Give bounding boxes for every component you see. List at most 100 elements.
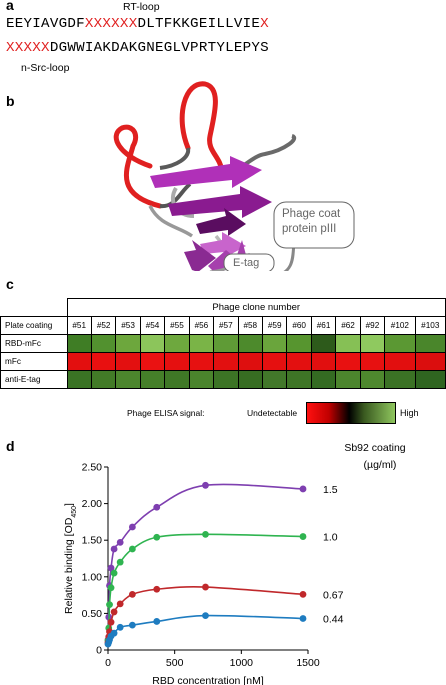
signal-cell [261,370,288,389]
signal-cell [310,370,337,389]
signal-cell [115,370,141,389]
data-point [107,584,115,592]
signal-cell [384,370,416,389]
signal-cell [384,352,416,371]
signal-cell [115,352,141,371]
clone-header: #58 [237,316,264,335]
legend-high-label: High [400,408,419,418]
signal-cell [66,370,92,389]
clone-header: #60 [286,316,312,335]
table-title: Phage clone number [66,298,446,317]
clone-header: #103 [414,316,446,335]
signal-cell [164,370,190,389]
clone-header: #102 [384,316,416,335]
legend-title: Sb92 coating [344,442,405,454]
signal-cell [188,334,215,353]
signal-cell [286,334,312,353]
clone-header: #59 [261,316,288,335]
signal-cell [139,334,166,353]
signal-cell [139,352,166,371]
series-label: 1.0 [323,532,338,544]
signal-cell [237,352,264,371]
y-tick-label: 0.50 [82,608,103,620]
y-tick-label: 2.50 [82,462,103,474]
data-point [153,618,161,625]
y-axis-label: Relative binding [OD450] [63,503,78,614]
signal-cell [286,370,312,389]
signal-cell [359,352,386,371]
data-point [128,621,136,629]
clone-header: #92 [359,316,386,335]
legend-label: Phage ELISA signal: [127,408,205,418]
signal-cell [188,370,215,389]
clone-header: #54 [139,316,166,335]
data-point [116,558,124,566]
clone-header: #61 [310,316,337,335]
signal-cell [261,352,288,371]
data-point [116,623,124,631]
beta-strand-3 [196,208,246,236]
signal-cell [237,334,264,353]
y-tick-label: 2.00 [82,498,103,510]
data-point [128,590,136,598]
data-point [202,612,209,619]
signal-cell [335,352,361,371]
row-label: mFc [0,352,68,371]
clone-header: #62 [335,316,361,335]
elisa-table: Phage clone number Plate coating #51 #52 #… [0,298,446,389]
x-axis-label: RBD concentration [nM] [152,675,264,685]
data-point [106,601,113,609]
e-tag-label: E-tag [233,257,260,269]
signal-cell [261,334,288,353]
signal-cell [164,352,190,371]
signal-cell [188,352,215,371]
table-row: anti-E-tag [0,370,446,389]
data-point [202,583,209,591]
x-tick-label: 1000 [230,657,254,669]
beta-strand-4 [200,232,246,258]
data-point [299,615,307,622]
y-tick-label: 0 [96,645,102,657]
signal-cell [66,352,92,371]
signal-cell [90,334,117,353]
signal-cell [414,352,446,371]
beta-strand-6 [184,240,216,271]
data-point [299,590,307,598]
signal-cell [310,352,337,371]
clone-header: #55 [164,316,190,335]
series-line [107,533,304,641]
panel-label-c: c [6,276,14,292]
signal-cell [237,370,264,389]
x-tick-label: 500 [166,657,184,669]
data-point [153,585,161,593]
signal-cell [90,352,117,371]
sequence-line-2: XXXXXDGWWIAKDAKGNEGLVPRTYLEPYS [6,40,269,56]
signal-cell [213,370,239,389]
series-line [107,614,304,645]
protein-structure-figure [113,81,355,271]
sequence-segment: X [260,16,269,32]
legend-low-label: Undetectable [247,408,298,418]
clone-header: #56 [188,316,215,335]
signal-cell [286,352,312,371]
series-label: 1.5 [323,484,338,496]
data-point [110,569,118,577]
signal-cell [139,370,166,389]
sequence-segment: EEYIAVGDF [6,16,85,32]
sequence-segment: DLTFKKGEILLVIE [137,16,261,32]
coat-protein-label-1: Phage coat [282,208,341,220]
clone-header: #52 [90,316,117,335]
data-point [116,600,124,608]
signal-cell [213,334,239,353]
coat-protein-label-2: protein pIII [282,223,337,235]
beta-strand-2 [168,186,272,218]
row-label: anti-E-tag [0,370,68,389]
signal-cell [90,370,117,389]
x-tick-label: 1500 [296,657,320,669]
signal-cell [359,334,386,353]
y-tick-label: 1.50 [82,535,103,547]
data-point [299,533,307,540]
plate-coating-header: Plate coating [0,316,68,335]
data-point [202,481,209,489]
data-point [153,503,161,511]
